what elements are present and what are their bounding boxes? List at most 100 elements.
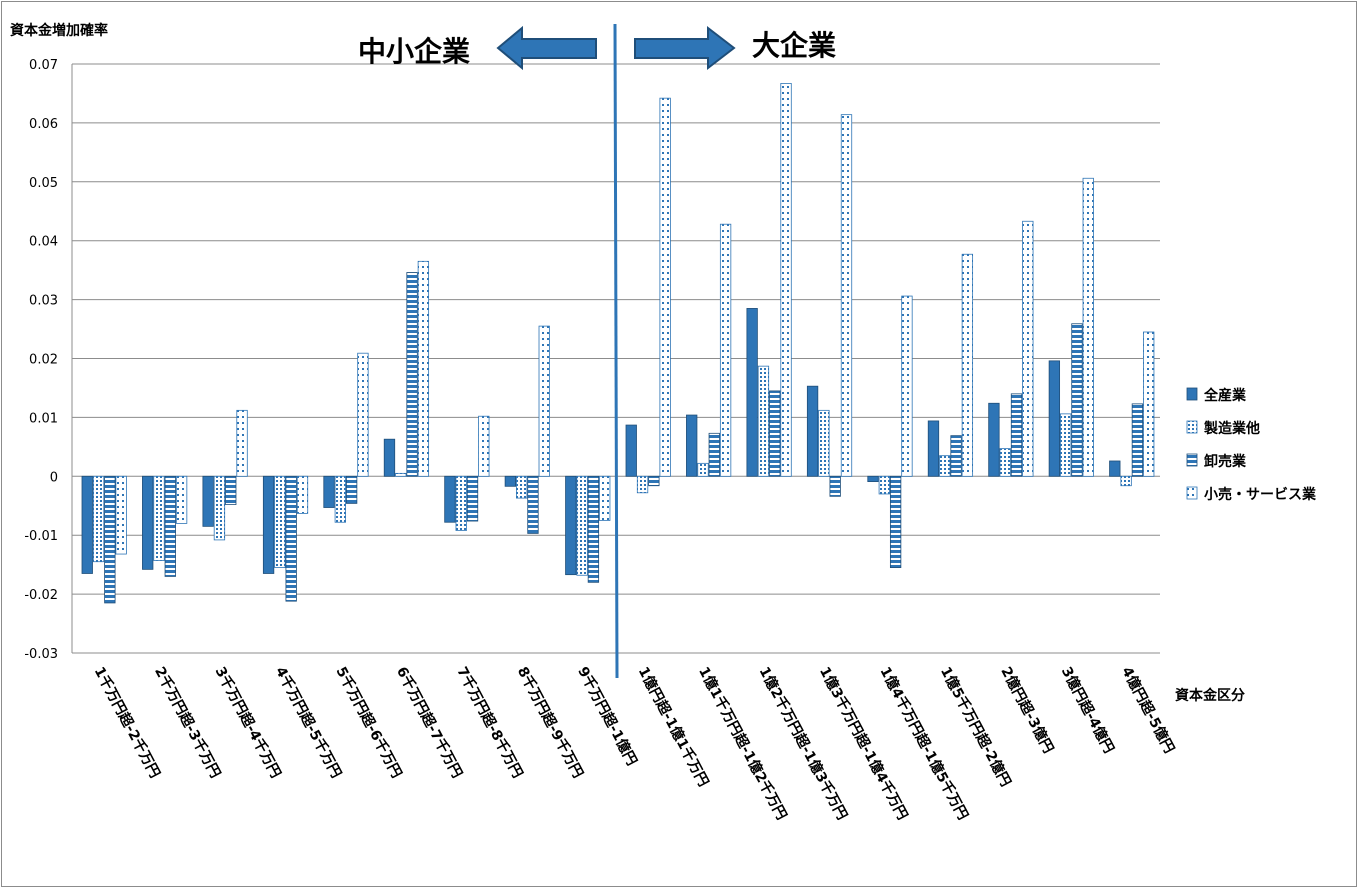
bar (345, 475, 358, 504)
right-arrow-icon (634, 25, 736, 71)
bar (829, 475, 841, 497)
bar (927, 420, 940, 477)
bar (867, 475, 879, 483)
x-tick-label: 7千万円超-8千万円 (453, 664, 526, 781)
bar (142, 475, 154, 570)
sme-annotation: 中小企業 (358, 35, 470, 68)
bar (636, 475, 649, 494)
bar (334, 475, 346, 523)
bar (576, 475, 588, 576)
bar (92, 475, 105, 563)
bar (274, 475, 286, 568)
bar (961, 253, 974, 477)
bar (478, 415, 490, 477)
legend-label: 製造業他 (1203, 420, 1260, 437)
bar (395, 472, 407, 477)
y-tick-label: -0.02 (24, 588, 58, 603)
x-tick-label: 9千万円超-1億円 (574, 664, 640, 768)
x-tick-label: 1億円超-1億1千万円 (635, 664, 712, 789)
legend-swatch (1186, 387, 1198, 401)
bar (225, 475, 237, 505)
bar (115, 475, 127, 555)
bar (901, 295, 913, 477)
bar (81, 475, 93, 574)
bar (659, 97, 671, 477)
bar (939, 455, 951, 477)
bar (202, 475, 214, 527)
bar (686, 414, 698, 477)
bar (746, 308, 758, 477)
legend-label: 卸売業 (1204, 453, 1247, 470)
bar (417, 260, 430, 477)
bar (950, 435, 962, 477)
y-tick-label: -0.01 (24, 529, 58, 544)
x-tick-label: 4億円超-5億円 (1118, 664, 1178, 756)
bar (565, 475, 577, 576)
bar (889, 475, 902, 568)
bar (527, 475, 539, 534)
legend-swatch (1186, 453, 1198, 467)
left-arrow-icon (496, 25, 597, 71)
large-enterprise-annotation: 大企業 (752, 29, 836, 62)
y-tick-label: 0.02 (29, 353, 58, 368)
bar (444, 475, 456, 523)
bar (262, 475, 275, 574)
bar (708, 432, 720, 477)
bar (806, 385, 819, 477)
bar (999, 448, 1011, 477)
bar (878, 475, 890, 495)
x-tick-label: 8千万円超-9千万円 (514, 664, 587, 781)
bar (175, 475, 188, 524)
bar (625, 424, 637, 477)
y-tick-label: 0.06 (29, 117, 58, 132)
y-tick-labels: 0.07 0.06 0.05 0.04 0.03 0.02 0.01 0 -0.01 -0.02 -… (24, 58, 58, 662)
bar (504, 475, 517, 487)
y-axis-title: 資本金増加確率 (10, 22, 108, 39)
bar (1109, 460, 1121, 477)
legend-label: 全産業 (1203, 387, 1247, 404)
bar (153, 475, 165, 561)
bar (818, 409, 830, 477)
legend-swatch (1186, 420, 1198, 434)
bar (1120, 475, 1132, 487)
bar (1022, 220, 1034, 477)
legend-swatch (1186, 486, 1198, 500)
sme-large-divider (613, 23, 619, 679)
y-tick-label: 0.05 (29, 176, 58, 191)
y-tick-label: 0.01 (29, 411, 58, 426)
bars (81, 83, 1155, 604)
bar (104, 475, 116, 604)
bar (383, 438, 396, 477)
x-tick-label: 2億円超-3億円 (997, 664, 1057, 756)
bar (988, 402, 1000, 477)
category-labels: 1千万円超-2千万円2千万円超-3千万円3千万円超-4千万円4千万円超-5千万円… (91, 664, 1178, 823)
bar (357, 352, 369, 477)
bar (1071, 323, 1083, 477)
bar (296, 475, 309, 514)
bar (323, 475, 335, 508)
x-tick-label: 3千万円超-4千万円 (212, 664, 285, 781)
bar (840, 114, 853, 477)
y-tick-label: 0.07 (29, 58, 58, 73)
y-tick-label: -0.03 (24, 647, 58, 662)
x-tick-label: 4千万円超-5千万円 (272, 664, 345, 781)
y-tick-label: 0.03 (29, 294, 58, 309)
bar (780, 83, 792, 477)
bar (587, 475, 600, 583)
bar (164, 475, 176, 577)
legend-label: 小売・サービス業 (1204, 486, 1317, 503)
x-tick-label: 1千万円超-2千万円 (91, 664, 164, 781)
bar (1010, 393, 1023, 477)
x-tick-label: 2千万円超-3千万円 (151, 664, 224, 781)
bar (1048, 360, 1061, 477)
bar (769, 390, 781, 477)
bar (538, 325, 550, 477)
bar (648, 475, 660, 487)
x-tick-label: 1億5千万円超-2億円 (937, 664, 1014, 789)
bar (697, 462, 709, 477)
bar (1131, 403, 1144, 477)
bar (1143, 331, 1155, 477)
bar (285, 475, 297, 602)
